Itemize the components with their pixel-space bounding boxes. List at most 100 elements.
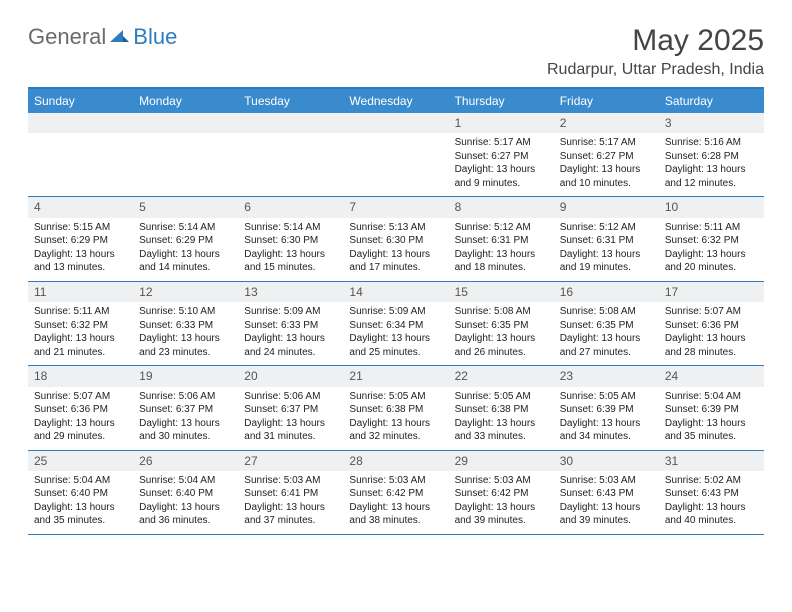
day-detail: Sunrise: 5:17 AMSunset: 6:27 PMDaylight:… [554,133,659,196]
day-cell: 25Sunrise: 5:04 AMSunset: 6:40 PMDayligh… [28,451,133,534]
day-cell: 15Sunrise: 5:08 AMSunset: 6:35 PMDayligh… [449,282,554,365]
day-detail: Sunrise: 5:16 AMSunset: 6:28 PMDaylight:… [659,133,764,196]
day-number: 7 [343,197,448,217]
day-detail: Sunrise: 5:10 AMSunset: 6:33 PMDaylight:… [133,302,238,365]
day-cell [343,113,448,196]
day-cell: 28Sunrise: 5:03 AMSunset: 6:42 PMDayligh… [343,451,448,534]
day-number: 9 [554,197,659,217]
day-cell: 2Sunrise: 5:17 AMSunset: 6:27 PMDaylight… [554,113,659,196]
day-cell: 29Sunrise: 5:03 AMSunset: 6:42 PMDayligh… [449,451,554,534]
day-cell: 1Sunrise: 5:17 AMSunset: 6:27 PMDaylight… [449,113,554,196]
day-number [28,113,133,133]
day-number: 1 [449,113,554,133]
day-cell: 6Sunrise: 5:14 AMSunset: 6:30 PMDaylight… [238,197,343,280]
day-cell: 30Sunrise: 5:03 AMSunset: 6:43 PMDayligh… [554,451,659,534]
day-detail: Sunrise: 5:14 AMSunset: 6:30 PMDaylight:… [238,218,343,281]
day-cell: 9Sunrise: 5:12 AMSunset: 6:31 PMDaylight… [554,197,659,280]
day-number: 17 [659,282,764,302]
day-detail: Sunrise: 5:02 AMSunset: 6:43 PMDaylight:… [659,471,764,534]
day-detail: Sunrise: 5:09 AMSunset: 6:33 PMDaylight:… [238,302,343,365]
day-detail: Sunrise: 5:15 AMSunset: 6:29 PMDaylight:… [28,218,133,281]
day-number: 30 [554,451,659,471]
day-detail: Sunrise: 5:11 AMSunset: 6:32 PMDaylight:… [28,302,133,365]
day-cell: 5Sunrise: 5:14 AMSunset: 6:29 PMDaylight… [133,197,238,280]
week-row: 1Sunrise: 5:17 AMSunset: 6:27 PMDaylight… [28,113,764,197]
day-cell: 26Sunrise: 5:04 AMSunset: 6:40 PMDayligh… [133,451,238,534]
logo-triangle-icon [110,27,130,48]
day-number [238,113,343,133]
day-number: 21 [343,366,448,386]
day-number [343,113,448,133]
day-number: 29 [449,451,554,471]
day-cell: 7Sunrise: 5:13 AMSunset: 6:30 PMDaylight… [343,197,448,280]
day-number: 24 [659,366,764,386]
day-detail: Sunrise: 5:05 AMSunset: 6:39 PMDaylight:… [554,387,659,450]
day-number: 4 [28,197,133,217]
day-number: 2 [554,113,659,133]
week-row: 11Sunrise: 5:11 AMSunset: 6:32 PMDayligh… [28,282,764,366]
day-cell: 8Sunrise: 5:12 AMSunset: 6:31 PMDaylight… [449,197,554,280]
day-cell [238,113,343,196]
day-cell: 24Sunrise: 5:04 AMSunset: 6:39 PMDayligh… [659,366,764,449]
day-number: 22 [449,366,554,386]
header: General Blue May 2025 Rudarpur, Uttar Pr… [28,24,764,79]
day-cell: 11Sunrise: 5:11 AMSunset: 6:32 PMDayligh… [28,282,133,365]
weekday-header-row: Sunday Monday Tuesday Wednesday Thursday… [28,89,764,113]
weeks-container: 1Sunrise: 5:17 AMSunset: 6:27 PMDaylight… [28,113,764,535]
day-cell: 10Sunrise: 5:11 AMSunset: 6:32 PMDayligh… [659,197,764,280]
week-row: 25Sunrise: 5:04 AMSunset: 6:40 PMDayligh… [28,451,764,535]
day-cell: 22Sunrise: 5:05 AMSunset: 6:38 PMDayligh… [449,366,554,449]
day-cell: 18Sunrise: 5:07 AMSunset: 6:36 PMDayligh… [28,366,133,449]
day-cell [133,113,238,196]
day-detail [28,133,133,192]
day-detail: Sunrise: 5:14 AMSunset: 6:29 PMDaylight:… [133,218,238,281]
weekday-wednesday: Wednesday [343,89,448,113]
day-detail: Sunrise: 5:05 AMSunset: 6:38 PMDaylight:… [449,387,554,450]
day-detail: Sunrise: 5:04 AMSunset: 6:39 PMDaylight:… [659,387,764,450]
day-cell: 13Sunrise: 5:09 AMSunset: 6:33 PMDayligh… [238,282,343,365]
day-detail: Sunrise: 5:11 AMSunset: 6:32 PMDaylight:… [659,218,764,281]
day-number: 20 [238,366,343,386]
day-number: 14 [343,282,448,302]
day-cell: 21Sunrise: 5:05 AMSunset: 6:38 PMDayligh… [343,366,448,449]
day-number: 11 [28,282,133,302]
day-cell: 20Sunrise: 5:06 AMSunset: 6:37 PMDayligh… [238,366,343,449]
day-cell: 27Sunrise: 5:03 AMSunset: 6:41 PMDayligh… [238,451,343,534]
day-detail: Sunrise: 5:08 AMSunset: 6:35 PMDaylight:… [554,302,659,365]
day-detail: Sunrise: 5:05 AMSunset: 6:38 PMDaylight:… [343,387,448,450]
day-detail: Sunrise: 5:07 AMSunset: 6:36 PMDaylight:… [659,302,764,365]
day-detail: Sunrise: 5:17 AMSunset: 6:27 PMDaylight:… [449,133,554,196]
day-detail: Sunrise: 5:03 AMSunset: 6:42 PMDaylight:… [449,471,554,534]
day-number: 10 [659,197,764,217]
calendar-grid: Sunday Monday Tuesday Wednesday Thursday… [28,87,764,535]
day-cell: 12Sunrise: 5:10 AMSunset: 6:33 PMDayligh… [133,282,238,365]
weekday-sunday: Sunday [28,89,133,113]
day-detail: Sunrise: 5:07 AMSunset: 6:36 PMDaylight:… [28,387,133,450]
weekday-thursday: Thursday [449,89,554,113]
day-cell: 14Sunrise: 5:09 AMSunset: 6:34 PMDayligh… [343,282,448,365]
week-row: 18Sunrise: 5:07 AMSunset: 6:36 PMDayligh… [28,366,764,450]
day-cell [28,113,133,196]
day-cell: 19Sunrise: 5:06 AMSunset: 6:37 PMDayligh… [133,366,238,449]
logo-text-blue: Blue [133,24,177,50]
month-title: May 2025 [547,24,764,57]
day-cell: 17Sunrise: 5:07 AMSunset: 6:36 PMDayligh… [659,282,764,365]
day-cell: 31Sunrise: 5:02 AMSunset: 6:43 PMDayligh… [659,451,764,534]
title-block: May 2025 Rudarpur, Uttar Pradesh, India [547,24,764,79]
calendar-page: General Blue May 2025 Rudarpur, Uttar Pr… [0,0,792,559]
day-number: 19 [133,366,238,386]
day-cell: 4Sunrise: 5:15 AMSunset: 6:29 PMDaylight… [28,197,133,280]
weekday-tuesday: Tuesday [238,89,343,113]
day-cell: 3Sunrise: 5:16 AMSunset: 6:28 PMDaylight… [659,113,764,196]
day-number: 27 [238,451,343,471]
day-detail [343,133,448,192]
day-detail: Sunrise: 5:12 AMSunset: 6:31 PMDaylight:… [449,218,554,281]
day-number [133,113,238,133]
day-detail: Sunrise: 5:04 AMSunset: 6:40 PMDaylight:… [28,471,133,534]
day-detail: Sunrise: 5:12 AMSunset: 6:31 PMDaylight:… [554,218,659,281]
day-number: 5 [133,197,238,217]
day-detail: Sunrise: 5:04 AMSunset: 6:40 PMDaylight:… [133,471,238,534]
day-detail: Sunrise: 5:03 AMSunset: 6:43 PMDaylight:… [554,471,659,534]
day-detail: Sunrise: 5:09 AMSunset: 6:34 PMDaylight:… [343,302,448,365]
day-number: 13 [238,282,343,302]
